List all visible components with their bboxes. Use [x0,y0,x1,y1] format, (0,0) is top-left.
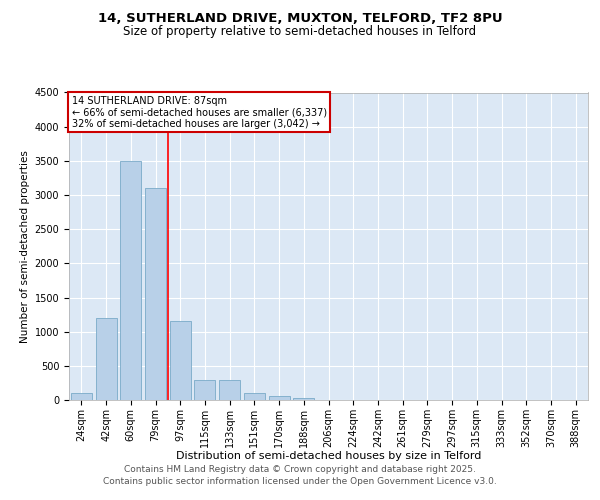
Bar [244,393,265,400]
Y-axis label: Number of semi-detached properties: Number of semi-detached properties [20,150,31,342]
Text: 14, SUTHERLAND DRIVE, MUXTON, TELFORD, TF2 8PU: 14, SUTHERLAND DRIVE, MUXTON, TELFORD, T… [98,12,502,26]
Text: 14 SUTHERLAND DRIVE: 87sqm
← 66% of semi-detached houses are smaller (6,337)
32%: 14 SUTHERLAND DRIVE: 87sqm ← 66% of semi… [71,96,327,129]
Bar [293,398,314,400]
X-axis label: Distribution of semi-detached houses by size in Telford: Distribution of semi-detached houses by … [176,451,481,461]
Bar [170,322,191,400]
Bar [120,161,141,400]
Bar [269,396,290,400]
Text: Size of property relative to semi-detached houses in Telford: Size of property relative to semi-detach… [124,25,476,38]
Bar [95,318,116,400]
Text: Contains public sector information licensed under the Open Government Licence v3: Contains public sector information licen… [103,477,497,486]
Bar [145,188,166,400]
Bar [194,380,215,400]
Text: Contains HM Land Registry data © Crown copyright and database right 2025.: Contains HM Land Registry data © Crown c… [124,465,476,474]
Bar [219,380,240,400]
Bar [71,393,92,400]
